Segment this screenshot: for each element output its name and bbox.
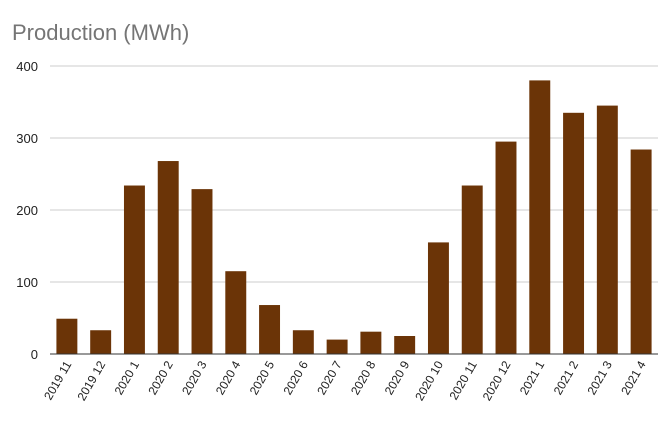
bar-2019-11 bbox=[56, 318, 78, 354]
x-tick-label: 2021 2 bbox=[551, 358, 582, 397]
x-tick-label: 2019 12 bbox=[74, 358, 108, 403]
x-tick-label: 2020 3 bbox=[179, 358, 210, 397]
bar-2019-12 bbox=[90, 330, 112, 354]
bar-2021-3 bbox=[596, 105, 618, 354]
y-axis-tick-labels: 0 100 200 300 400 bbox=[16, 59, 38, 362]
gridlines bbox=[50, 65, 658, 283]
bar-2020-1 bbox=[123, 185, 145, 354]
x-axis-tick-labels: 2019 11 2019 12 2020 1 2020 2 2020 3 2020 4 20… bbox=[41, 358, 649, 403]
x-tick-label: 2020 11 bbox=[446, 358, 480, 402]
bar-2021-1 bbox=[529, 80, 551, 355]
x-tick-label: 2020 8 bbox=[348, 358, 379, 397]
bar-2020-10 bbox=[427, 242, 449, 354]
bar-2020-11 bbox=[461, 185, 483, 354]
x-tick-label: 2021 1 bbox=[517, 358, 548, 397]
bar-2020-3 bbox=[191, 189, 213, 354]
x-tick-label: 2020 1 bbox=[112, 358, 143, 397]
x-tick-label: 2020 12 bbox=[480, 358, 514, 403]
bar-2020-5 bbox=[259, 305, 281, 354]
bar-2020-8 bbox=[360, 331, 382, 354]
bar-2020-2 bbox=[157, 161, 179, 354]
x-tick-label: 2020 5 bbox=[247, 358, 278, 397]
y-tick-label: 0 bbox=[31, 347, 38, 362]
bar-2021-4 bbox=[630, 149, 652, 354]
bar-2020-4 bbox=[225, 271, 247, 354]
bar-2021-2 bbox=[563, 112, 585, 354]
x-tick-label: 2019 11 bbox=[41, 358, 75, 402]
x-tick-label: 2020 7 bbox=[314, 358, 345, 397]
bar-2020-12 bbox=[495, 141, 517, 354]
y-tick-label: 100 bbox=[16, 275, 38, 290]
x-tick-label: 2020 4 bbox=[213, 358, 244, 397]
x-tick-label: 2020 6 bbox=[280, 358, 311, 397]
y-tick-label: 300 bbox=[16, 131, 38, 146]
x-tick-label: 2020 10 bbox=[412, 358, 446, 403]
bar-2020-7 bbox=[326, 339, 348, 354]
x-tick-label: 2021 4 bbox=[618, 358, 649, 397]
y-tick-label: 400 bbox=[16, 59, 38, 74]
x-tick-label: 2021 3 bbox=[584, 358, 615, 397]
y-tick-label: 200 bbox=[16, 203, 38, 218]
x-tick-label: 2020 9 bbox=[382, 358, 413, 397]
chart-title: Production (MWh) bbox=[12, 20, 189, 45]
bar-2020-6 bbox=[292, 330, 314, 354]
x-tick-label: 2020 2 bbox=[145, 358, 176, 397]
bar-2020-9 bbox=[394, 336, 416, 354]
bars bbox=[56, 80, 652, 355]
